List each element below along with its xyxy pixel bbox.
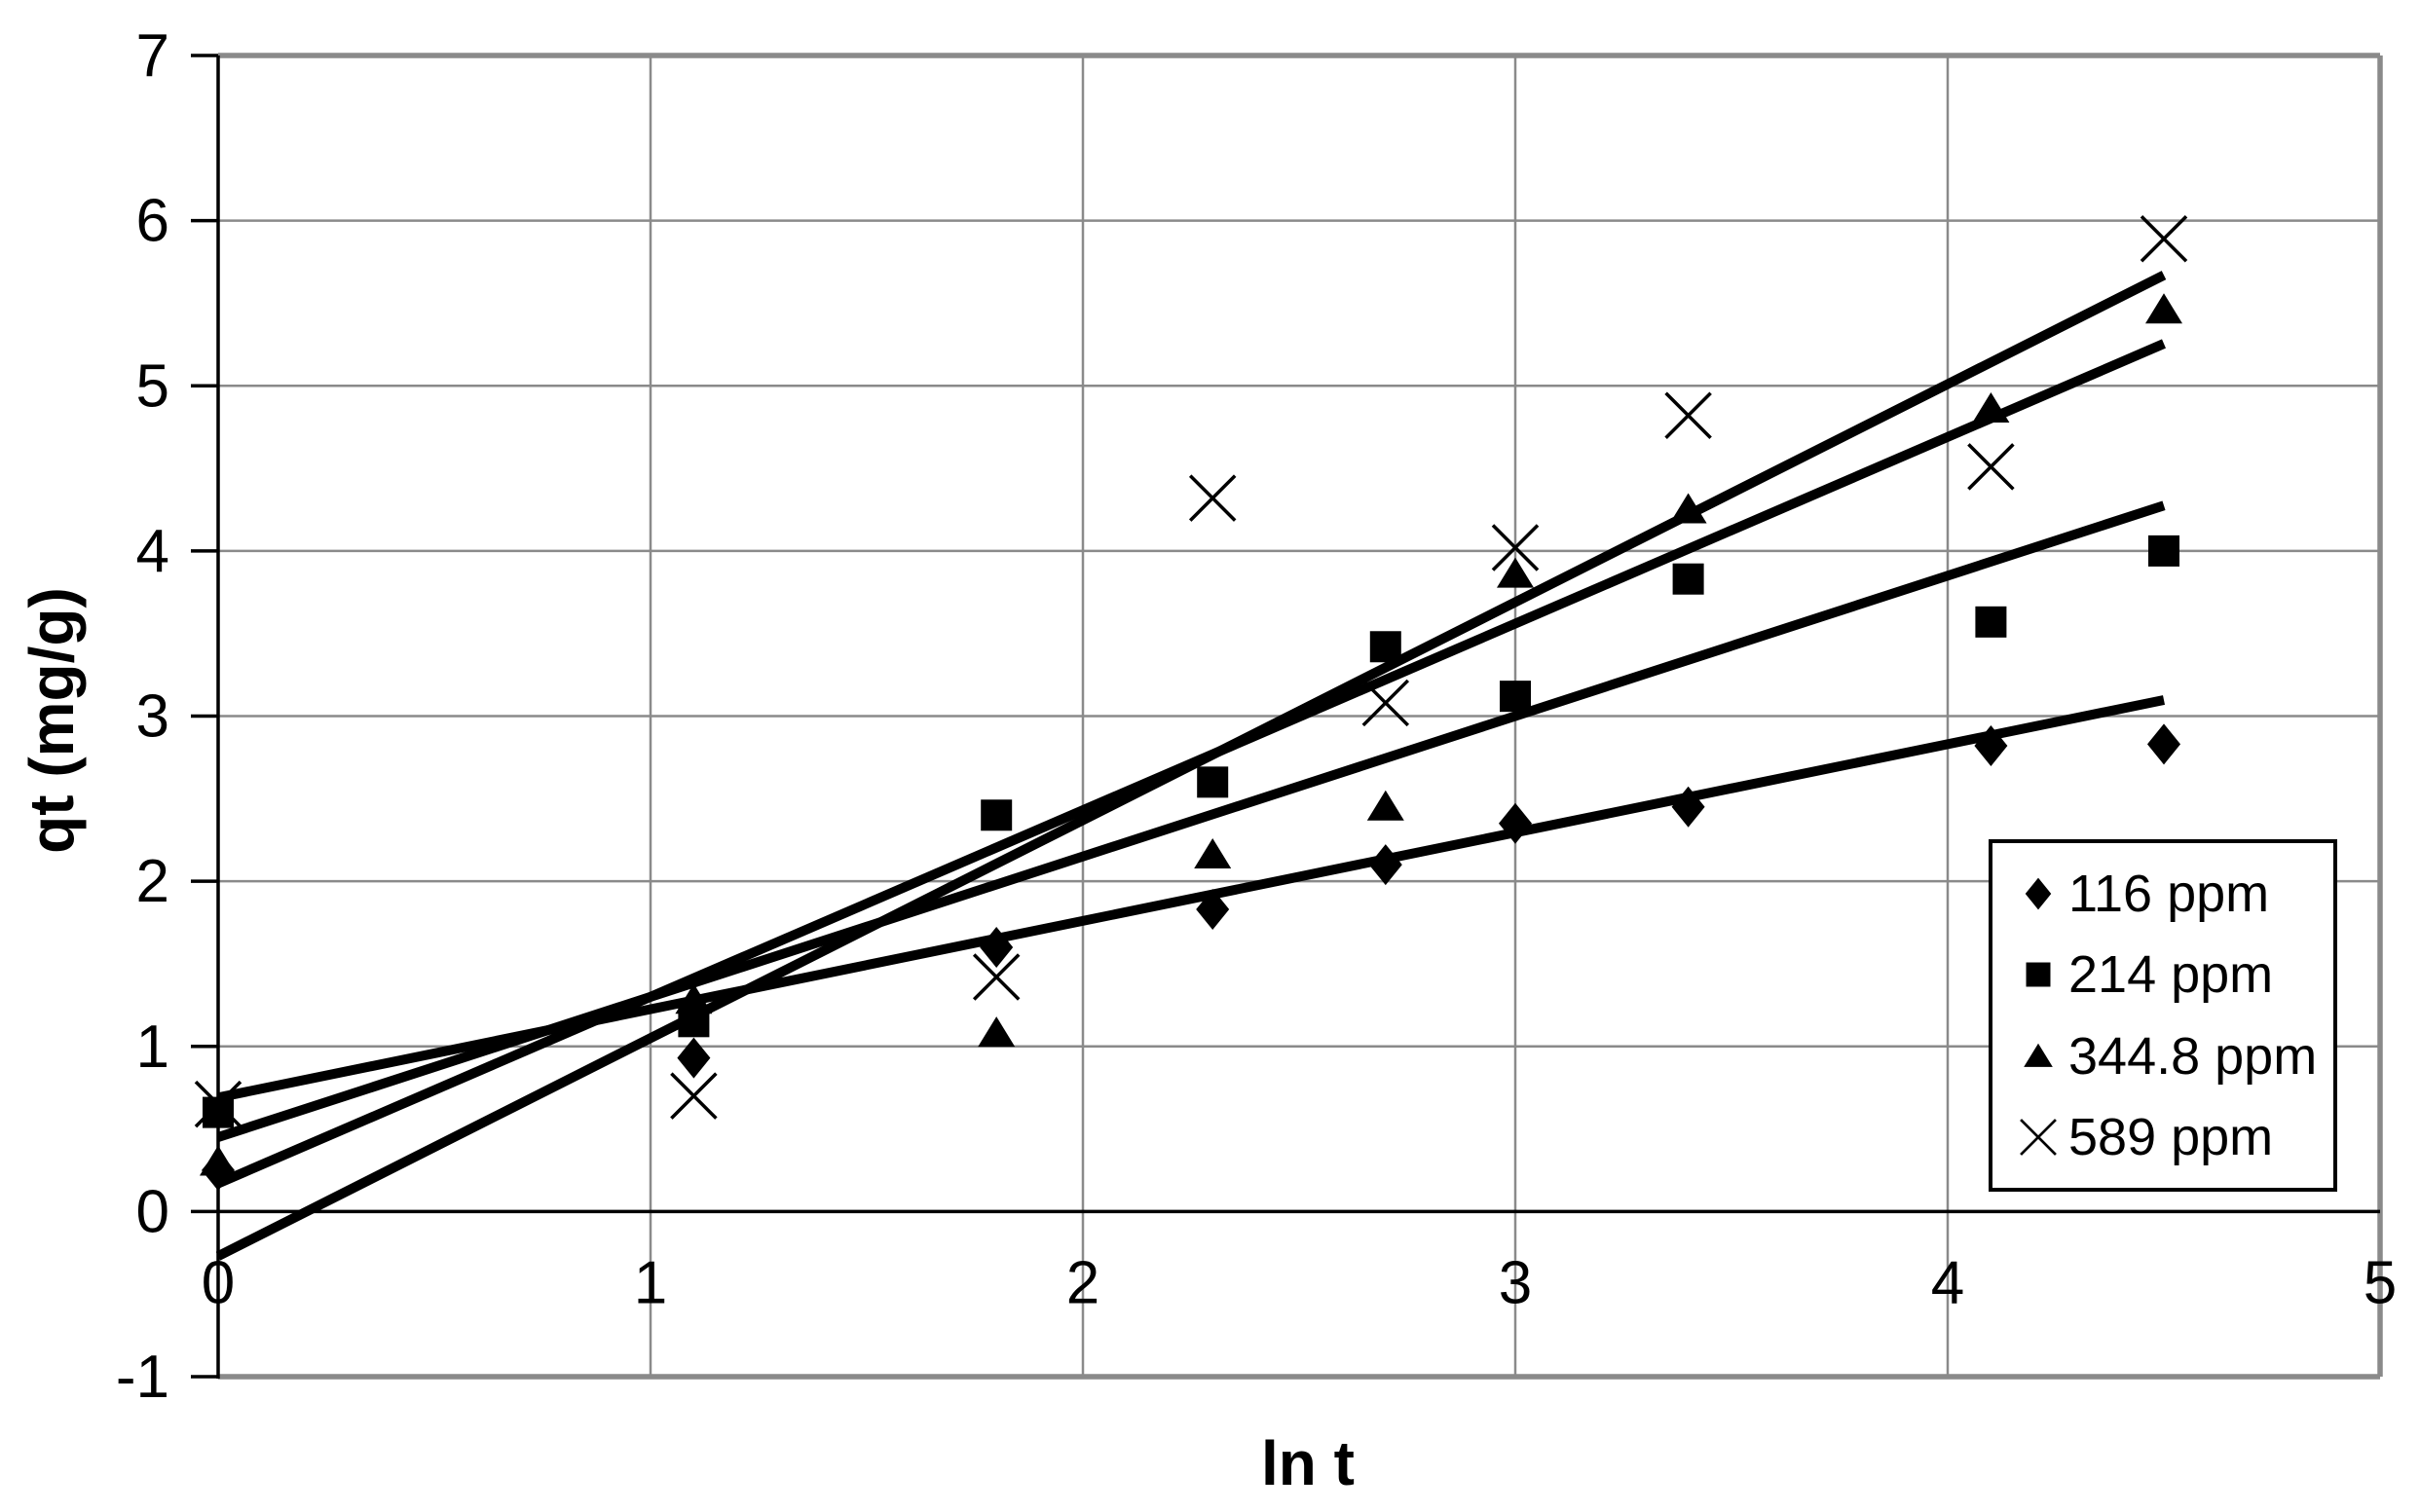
triangle-marker (1194, 837, 1232, 868)
triangle-marker (2024, 1043, 2053, 1067)
diamond-marker (1196, 888, 1230, 930)
x-tick-label: 2 (1066, 1249, 1099, 1316)
diamond-marker (1671, 786, 1705, 828)
y-tick-label: 4 (136, 518, 169, 585)
x-tick-label: 1 (634, 1249, 667, 1316)
square-marker (2026, 962, 2051, 987)
triangle-marker (1366, 790, 1404, 821)
legend-label: 344.8 ppm (2068, 1026, 2318, 1086)
x-marker (194, 1080, 242, 1128)
legend-item-344-8-ppm: 344.8 ppm (2016, 1026, 2324, 1087)
legend-label: 589 ppm (2068, 1108, 2274, 1167)
y-tick-label: 7 (136, 22, 169, 90)
diamond-marker (677, 1037, 711, 1079)
diamond-marker (2147, 723, 2180, 765)
y-tick-label: 5 (136, 352, 169, 420)
diamond-marker (2025, 877, 2052, 910)
diamond-marker (1368, 844, 1402, 886)
square-marker (1197, 766, 1229, 798)
y-tick-label: 6 (136, 188, 169, 255)
y-tick-label: 3 (136, 683, 169, 751)
square-marker (1975, 606, 2007, 638)
y-tick-label: 0 (136, 1178, 169, 1245)
square-marker (1500, 681, 1531, 713)
diamond-marker-icon (2016, 871, 2061, 916)
x-marker (1188, 474, 1237, 522)
triangle-marker (200, 1145, 237, 1176)
x-tick-label: 3 (1499, 1249, 1532, 1316)
x-tick-label: 4 (1931, 1249, 1964, 1316)
x-tick-label: 5 (2364, 1249, 2397, 1316)
triangle-glyph (2024, 1043, 2053, 1067)
y-tick-label: 1 (136, 1014, 169, 1081)
legend: 116 ppm 214 ppm 344.8 ppm 589 ppm (1989, 839, 2337, 1192)
square-marker (1369, 631, 1401, 663)
triangle-marker (2145, 293, 2182, 324)
legend-label: 214 ppm (2068, 945, 2274, 1005)
x-marker (2020, 1119, 2057, 1157)
series-589-ppm (194, 215, 2188, 1128)
triangle-marker (1669, 493, 1707, 524)
square-marker (203, 1096, 234, 1128)
triangle-marker (1972, 391, 2010, 423)
x-marker (1491, 524, 1540, 572)
series-344-8-ppm (200, 293, 2182, 1176)
x-tick-label: 0 (202, 1249, 235, 1316)
legend-label: 116 ppm (2068, 864, 2270, 923)
diamond-marker (1499, 802, 1532, 844)
triangle-marker (978, 1016, 1016, 1048)
square-marker (981, 799, 1013, 831)
x-axis-title: ln t (1261, 1428, 1355, 1498)
diamond-marker (1974, 725, 2008, 767)
diamond-glyph (2025, 877, 2052, 910)
x-marker (1361, 679, 1410, 727)
x-glyph (2020, 1119, 2057, 1157)
legend-item-214-ppm: 214 ppm (2016, 944, 2324, 1005)
square-marker (1672, 563, 1704, 595)
x-marker (2140, 215, 2188, 263)
triangle-marker (1497, 557, 1534, 588)
y-tick-label: -1 (116, 1344, 169, 1411)
legend-item-116-ppm: 116 ppm (2016, 864, 2324, 924)
legend-item-589-ppm: 589 ppm (2016, 1107, 2324, 1167)
x-marker (972, 953, 1021, 1001)
trendline-589-ppm (215, 271, 2167, 1261)
x-marker (670, 1072, 718, 1120)
triangle-marker (675, 983, 713, 1014)
trendline-214-ppm (216, 500, 2166, 1142)
series-214-ppm (203, 535, 2179, 1128)
square-marker (2148, 535, 2179, 567)
y-tick-label: 2 (136, 848, 169, 915)
y-axis-title: qt (mg/g) (17, 587, 87, 854)
x-marker-icon (2016, 1115, 2061, 1160)
square-glyph (2026, 962, 2051, 987)
series-116-ppm (202, 723, 2180, 1191)
x-marker (1967, 443, 2015, 491)
diamond-marker (980, 926, 1014, 968)
triangle-marker-icon (2016, 1034, 2061, 1079)
x-marker (1664, 391, 1712, 440)
square-marker-icon (2016, 952, 2061, 997)
